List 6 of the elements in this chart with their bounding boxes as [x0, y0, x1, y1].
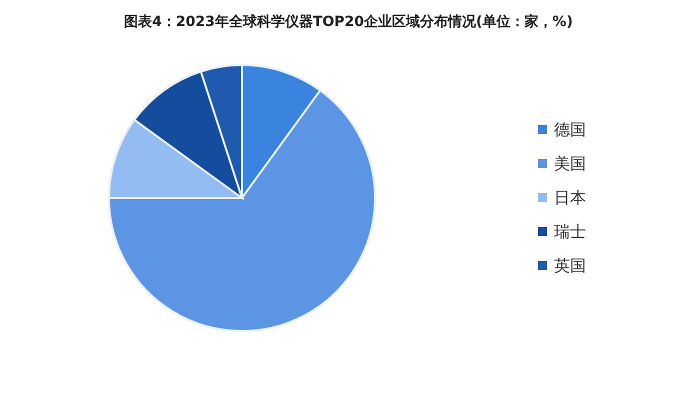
legend-label: 德国	[554, 120, 586, 139]
legend-label: 英国	[554, 256, 586, 275]
legend-label: 瑞士	[554, 222, 586, 241]
legend-label: 美国	[554, 154, 586, 173]
chart-title: 图表4：2023年全球科学仪器TOP20企业区域分布情况(单位：家，%)	[124, 13, 573, 30]
legend-label: 日本	[554, 188, 586, 207]
